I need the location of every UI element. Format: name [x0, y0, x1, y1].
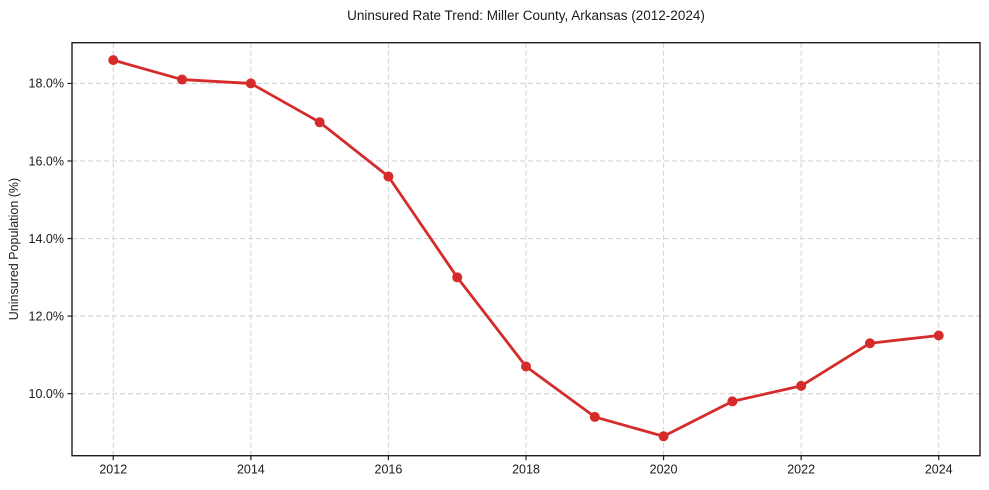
data-point-2016	[383, 171, 394, 182]
y-tick-label: 14.0%	[29, 232, 64, 246]
data-point-2021	[727, 396, 738, 407]
data-point-2019	[589, 411, 600, 422]
x-tick-label: 2014	[237, 463, 265, 477]
x-tick-label: 2022	[787, 463, 815, 477]
chart-title: Uninsured Rate Trend: Miller County, Ark…	[347, 8, 705, 23]
data-point-2022	[796, 380, 807, 391]
data-point-2023	[864, 338, 875, 349]
x-tick-label: 2012	[99, 463, 127, 477]
y-tick-label: 16.0%	[29, 154, 64, 168]
data-point-2018	[521, 361, 531, 372]
data-point-2014	[245, 78, 256, 89]
y-tick-label: 10.0%	[29, 387, 64, 401]
data-point-2017	[452, 272, 463, 283]
data-point-2015	[314, 117, 325, 128]
x-tick-label: 2018	[512, 463, 540, 477]
data-point-2024	[933, 330, 944, 341]
x-tick-label: 2016	[375, 463, 403, 477]
x-tick-label: 2020	[650, 463, 678, 477]
data-point-2012	[108, 55, 119, 66]
y-tick-label: 12.0%	[29, 309, 64, 323]
y-tick-label: 18.0%	[29, 77, 64, 91]
data-point-2013	[177, 74, 188, 85]
data-point-2020	[658, 431, 669, 442]
x-tick-label: 2024	[925, 463, 953, 477]
